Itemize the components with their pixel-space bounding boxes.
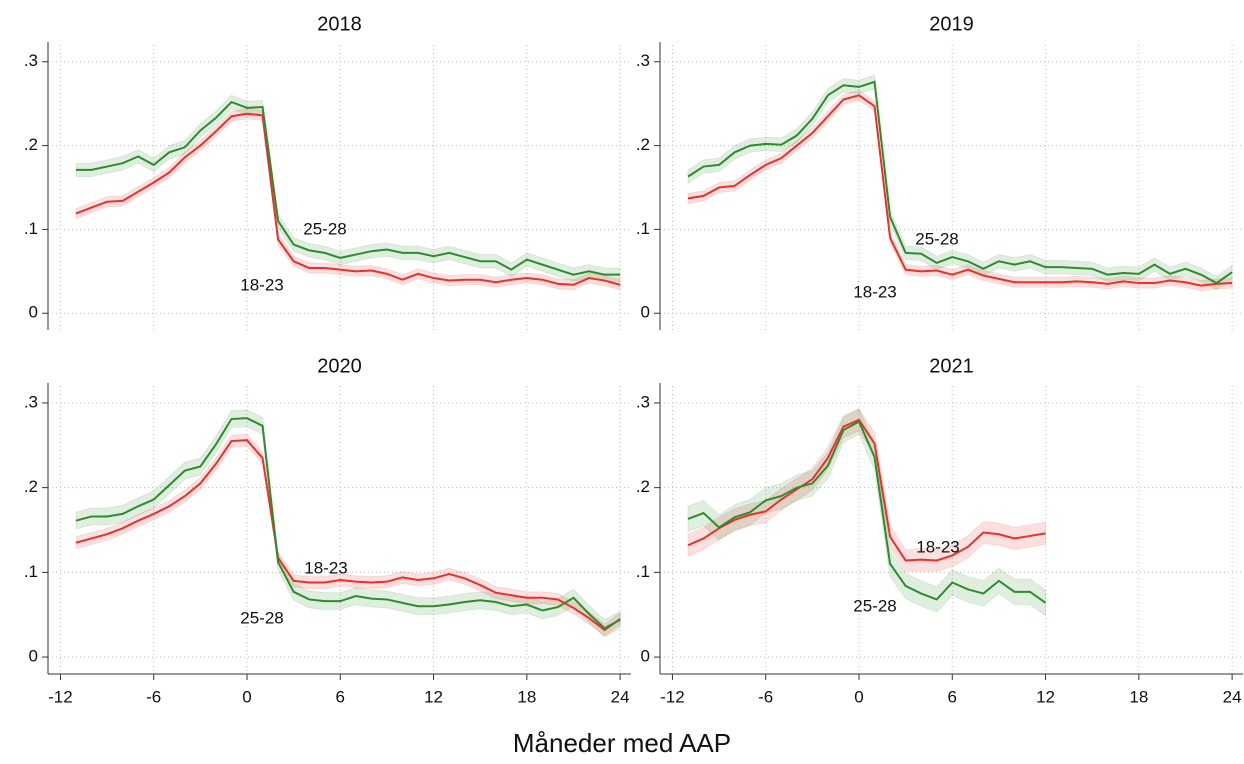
line bbox=[75, 100, 621, 276]
line bbox=[687, 420, 1047, 604]
chart-title: 2018 bbox=[317, 13, 362, 35]
x-tick-label: 24 bbox=[1223, 687, 1242, 706]
y-tick-label: .1 bbox=[636, 562, 650, 581]
confidence-band bbox=[75, 94, 621, 282]
x-tick-label: -12 bbox=[48, 687, 73, 706]
x-tick-label: 24 bbox=[611, 687, 630, 706]
y-tick-label: .2 bbox=[24, 135, 38, 154]
series-label: 18-23 bbox=[240, 275, 283, 294]
x-tick-label: -12 bbox=[660, 687, 685, 706]
line bbox=[687, 80, 1233, 285]
y-tick-label: 0 bbox=[29, 303, 38, 322]
confidence-band bbox=[687, 74, 1233, 291]
y-tick-label: 0 bbox=[641, 303, 650, 322]
series-label: 18-23 bbox=[916, 537, 959, 556]
x-tick-label: 12 bbox=[1036, 687, 1055, 706]
y-tick-label: 0 bbox=[641, 647, 650, 666]
series-label: 18-23 bbox=[853, 282, 896, 301]
x-tick-label: 18 bbox=[1129, 687, 1148, 706]
series-label: 25-28 bbox=[240, 608, 283, 627]
y-tick-label: .1 bbox=[636, 219, 650, 238]
line bbox=[75, 112, 621, 286]
x-tick-label: 12 bbox=[424, 687, 443, 706]
y-tick-label: .3 bbox=[24, 392, 38, 411]
line bbox=[687, 418, 1046, 562]
x-tick-label: -6 bbox=[146, 687, 161, 706]
y-tick-label: .3 bbox=[24, 51, 38, 70]
x-tick-label: 6 bbox=[336, 687, 345, 706]
chart-title: 2020 bbox=[317, 355, 362, 377]
confidence-band bbox=[75, 433, 621, 637]
series-label: 25-28 bbox=[303, 219, 346, 238]
chart-title: 2019 bbox=[929, 13, 974, 35]
y-tick-label: .1 bbox=[24, 219, 38, 238]
line bbox=[687, 94, 1233, 287]
y-tick-label: 0 bbox=[29, 647, 38, 666]
series-label: 18-23 bbox=[304, 558, 347, 577]
x-axis-label: Måneder med AAP bbox=[513, 728, 731, 758]
x-tick-label: -6 bbox=[758, 687, 773, 706]
series-label: 25-28 bbox=[853, 596, 896, 615]
y-tick-label: .2 bbox=[24, 477, 38, 496]
y-tick-label: .3 bbox=[636, 51, 650, 70]
x-tick-label: 18 bbox=[517, 687, 536, 706]
line bbox=[75, 439, 621, 632]
x-tick-label: 0 bbox=[242, 687, 251, 706]
x-tick-label: 0 bbox=[854, 687, 863, 706]
confidence-band bbox=[687, 89, 1233, 292]
y-tick-label: .2 bbox=[636, 135, 650, 154]
series-label: 25-28 bbox=[915, 229, 958, 248]
y-tick-label: .1 bbox=[24, 562, 38, 581]
chart-title: 2021 bbox=[929, 355, 974, 377]
confidence-band bbox=[75, 409, 621, 638]
line bbox=[75, 417, 621, 630]
y-tick-label: .2 bbox=[636, 477, 650, 496]
y-tick-label: .3 bbox=[636, 392, 650, 411]
x-tick-label: 6 bbox=[948, 687, 957, 706]
